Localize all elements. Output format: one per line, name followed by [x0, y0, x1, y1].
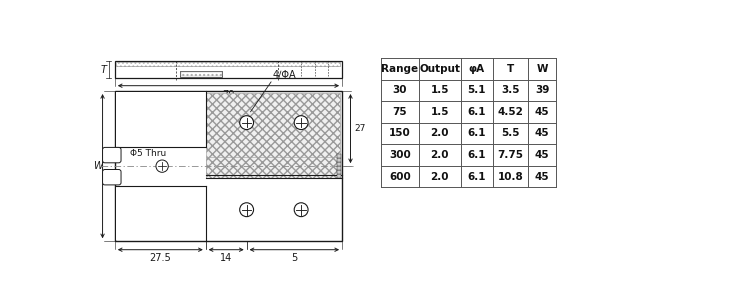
Text: 6.1: 6.1 — [467, 128, 486, 138]
Bar — [181, 72, 221, 76]
Text: 1.5: 1.5 — [430, 107, 449, 117]
Bar — [180, 71, 222, 77]
Text: 27: 27 — [354, 124, 366, 133]
Text: 6.1: 6.1 — [467, 172, 486, 181]
Bar — [115, 91, 342, 241]
Text: 600: 600 — [389, 172, 411, 181]
Text: Range: Range — [381, 64, 419, 74]
Text: 300: 300 — [389, 150, 411, 160]
Text: 1.5: 1.5 — [430, 85, 449, 95]
Text: 10.8: 10.8 — [498, 172, 523, 181]
Text: 45: 45 — [535, 107, 550, 117]
Text: T: T — [507, 64, 515, 74]
FancyBboxPatch shape — [103, 170, 121, 185]
Bar — [338, 170, 341, 174]
Text: 4∕ΦA: 4∕ΦA — [273, 69, 296, 79]
Text: W: W — [536, 64, 548, 74]
Bar — [116, 92, 206, 147]
Text: 45: 45 — [535, 172, 550, 181]
Circle shape — [294, 116, 308, 129]
Text: 3.5: 3.5 — [502, 85, 520, 95]
Bar — [338, 174, 341, 178]
Bar — [338, 158, 341, 162]
Bar — [206, 157, 340, 178]
Text: 70: 70 — [222, 89, 235, 99]
Text: Output: Output — [419, 64, 460, 74]
Circle shape — [294, 203, 308, 217]
Text: 150: 150 — [389, 128, 411, 138]
Text: Φ5 Thru: Φ5 Thru — [130, 149, 166, 158]
Bar — [115, 61, 342, 78]
Bar — [116, 62, 340, 67]
Text: 6.1: 6.1 — [467, 150, 486, 160]
Bar — [116, 186, 206, 241]
Text: 5: 5 — [291, 253, 298, 263]
Circle shape — [240, 116, 254, 129]
Bar — [338, 154, 341, 158]
Text: φA: φA — [469, 64, 484, 74]
FancyBboxPatch shape — [103, 147, 121, 163]
Text: 7.75: 7.75 — [498, 150, 523, 160]
Text: 2.0: 2.0 — [430, 172, 449, 181]
Text: 2.0: 2.0 — [430, 150, 449, 160]
Text: T: T — [100, 64, 106, 75]
Circle shape — [240, 203, 254, 217]
Bar — [338, 166, 341, 170]
Text: 14: 14 — [220, 253, 232, 263]
Text: 5.5: 5.5 — [502, 128, 520, 138]
Text: W: W — [93, 161, 103, 171]
Bar — [206, 93, 340, 175]
Text: 39: 39 — [535, 85, 550, 95]
Text: 5.1: 5.1 — [467, 85, 486, 95]
Circle shape — [156, 160, 168, 172]
Text: 2.0: 2.0 — [430, 128, 449, 138]
Text: 45: 45 — [535, 128, 550, 138]
Text: 30: 30 — [392, 85, 407, 95]
Text: 75: 75 — [392, 107, 407, 117]
Text: 4.52: 4.52 — [498, 107, 523, 117]
Text: 27.5: 27.5 — [149, 253, 171, 263]
Text: 6.1: 6.1 — [467, 107, 486, 117]
Text: 45: 45 — [535, 150, 550, 160]
Bar — [338, 162, 341, 166]
